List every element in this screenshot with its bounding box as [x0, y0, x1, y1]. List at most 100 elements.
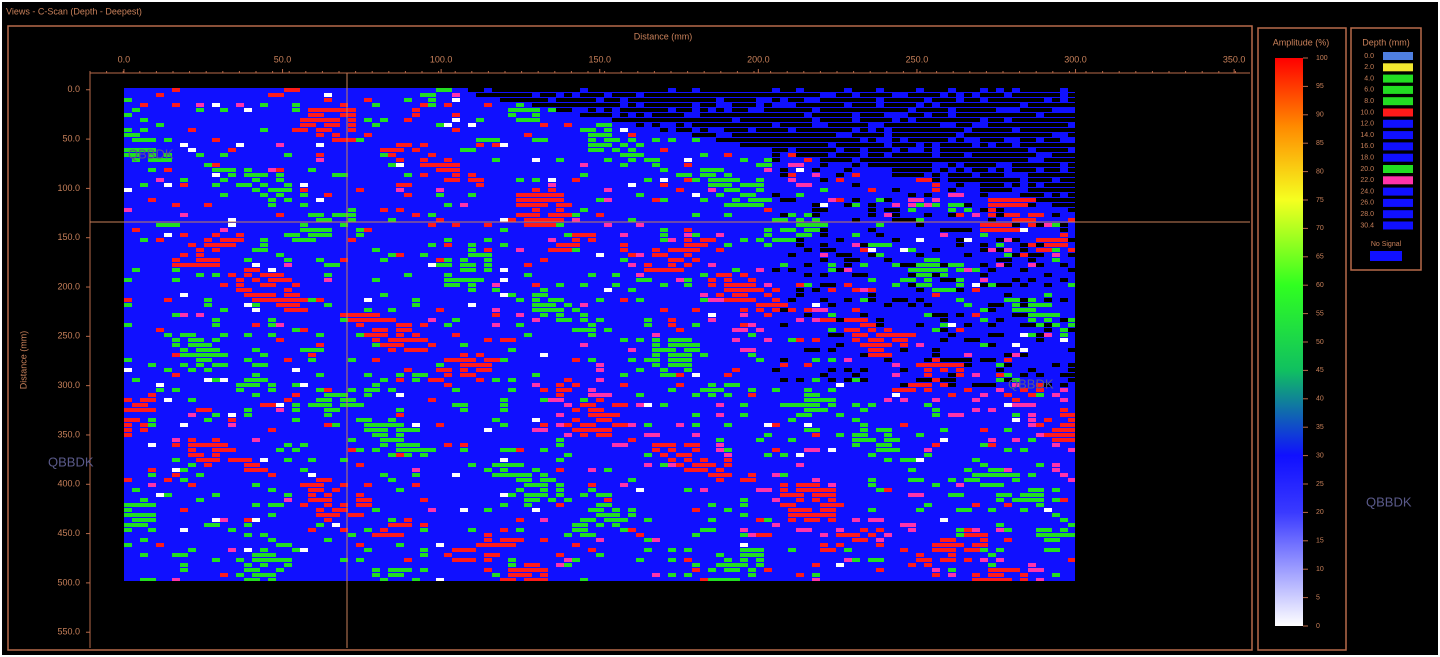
scan-cell — [516, 98, 524, 102]
scan-cell — [188, 343, 196, 347]
scan-cell — [356, 138, 364, 142]
scan-cell — [300, 203, 308, 207]
scan-cell — [676, 338, 684, 342]
scan-cell — [164, 223, 172, 227]
scan-cell — [1044, 533, 1052, 537]
scan-cell — [444, 323, 452, 327]
scan-cell — [156, 93, 164, 97]
scan-cell — [292, 308, 300, 312]
scan-cell — [644, 108, 652, 112]
scan-cell — [996, 178, 1004, 182]
scan-cell — [708, 463, 716, 467]
scan-cell — [532, 113, 540, 117]
scan-cell — [964, 253, 972, 257]
scan-cell — [812, 218, 820, 222]
scan-cell — [780, 238, 788, 242]
scan-cell — [740, 143, 748, 147]
scan-cell — [268, 488, 276, 492]
scan-cell — [764, 103, 772, 107]
scan-cell — [876, 318, 884, 322]
scan-cell — [372, 433, 380, 437]
scan-cell — [988, 118, 996, 122]
scan-cell — [540, 123, 548, 127]
scan-cell — [932, 573, 940, 577]
scan-cell — [676, 118, 684, 122]
scan-cell — [900, 168, 908, 172]
scan-cell — [604, 103, 612, 107]
scan-cell — [324, 518, 332, 522]
scan-cell — [876, 353, 884, 357]
scan-cell — [860, 313, 868, 317]
scan-cell — [732, 203, 740, 207]
scan-cell — [452, 278, 460, 282]
scan-cell — [212, 258, 220, 262]
scan-cell — [252, 573, 260, 577]
scan-cell — [956, 128, 964, 132]
scan-cell — [908, 113, 916, 117]
scan-cell — [828, 128, 836, 132]
scan-cell — [364, 313, 372, 317]
depth-legend-title: Depth (mm) — [1362, 37, 1410, 47]
scan-cell — [932, 118, 940, 122]
scan-cell — [772, 423, 780, 427]
scan-cell — [1060, 413, 1068, 417]
scan-cell — [868, 438, 876, 442]
scan-cell — [940, 158, 948, 162]
scan-cell — [876, 233, 884, 237]
scan-cell — [916, 558, 924, 562]
scan-cell — [220, 363, 228, 367]
scan-cell — [996, 468, 1004, 472]
depth-label: 2.0 — [1364, 64, 1374, 71]
scan-cell — [692, 308, 700, 312]
scan-cell — [876, 113, 884, 117]
scan-cell — [1028, 193, 1036, 197]
scan-cell — [148, 138, 156, 142]
scan-cell — [756, 128, 764, 132]
scan-cell — [764, 568, 772, 572]
scan-cell — [380, 343, 388, 347]
scan-cell — [540, 488, 548, 492]
scan-cell — [828, 378, 836, 382]
scan-cell — [196, 408, 204, 412]
scan-cell — [868, 328, 876, 332]
scan-cell — [668, 348, 676, 352]
no-signal-label: No Signal — [1371, 241, 1402, 248]
scan-cell — [620, 483, 628, 487]
scan-cell — [1020, 493, 1028, 497]
scan-cell — [1068, 143, 1076, 147]
depth-label: 0.0 — [1364, 53, 1374, 60]
scan-cell — [244, 358, 252, 362]
scan-cell — [660, 148, 668, 152]
scan-cell — [748, 573, 756, 577]
scan-cell — [596, 198, 604, 202]
scan-cell — [172, 343, 180, 347]
scan-cell — [308, 168, 316, 172]
scan-cell — [908, 493, 916, 497]
scan-cell — [316, 478, 324, 482]
scan-cell — [220, 238, 228, 242]
scan-cell — [476, 143, 484, 147]
scan-cell — [724, 463, 732, 467]
scan-cell — [892, 263, 900, 267]
scan-cell — [732, 108, 740, 112]
scan-cell — [852, 333, 860, 337]
scan-cell — [540, 423, 548, 427]
scan-cell — [876, 253, 884, 257]
scan-cell — [652, 448, 660, 452]
scan-cell — [564, 558, 572, 562]
scan-cell — [404, 173, 412, 177]
scan-cell — [396, 208, 404, 212]
scan-cell — [932, 138, 940, 142]
scan-cell — [804, 93, 812, 97]
scan-cell — [820, 148, 828, 152]
scan-cell — [956, 158, 964, 162]
scan-cell — [852, 308, 860, 312]
scan-cell — [972, 108, 980, 112]
scan-cell — [788, 163, 796, 167]
scan-cell — [236, 388, 244, 392]
scan-cell — [308, 473, 316, 477]
scan-cell — [1068, 363, 1076, 367]
scan-cell — [636, 488, 644, 492]
scan-cell — [612, 518, 620, 522]
scan-cell — [868, 133, 876, 137]
